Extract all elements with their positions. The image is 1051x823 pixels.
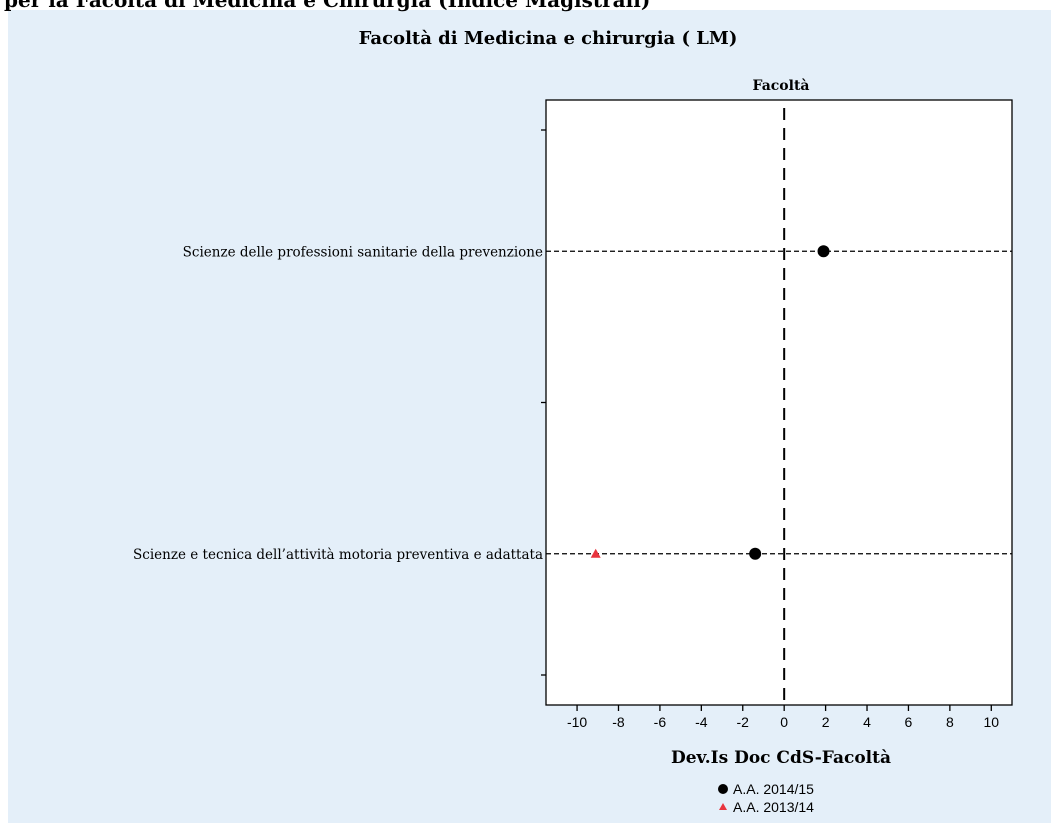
x-tick-label: -10 [567,714,587,730]
chart-title: Facoltà di Medicina e chirurgia ( LM) [359,28,738,49]
grid-layer [546,108,1012,705]
legend-marker-circle [718,784,728,794]
x-tick-label: 2 [822,714,830,730]
x-tick-label: 10 [983,714,999,730]
legend-label: A.A. 2014/15 [733,781,814,797]
page-heading: per la Facoltà di Medicina e Chirurgia (… [4,0,651,12]
category-label: Scienze delle professioni sanitarie dell… [183,244,543,260]
x-tick-label: -4 [695,714,708,730]
category-label: Scienze e tecnica dell’attività motoria … [133,547,543,563]
x-tick-label: 0 [780,714,788,730]
legend-marker-triangle [719,803,727,810]
data-point-triangle [590,548,601,558]
x-tick-label: 8 [946,714,954,730]
x-tick-label: 4 [863,714,871,730]
x-tick-label: -6 [654,714,667,730]
x-tick-label: -8 [612,714,625,730]
x-tick-label: 6 [905,714,913,730]
x-tick-label: -2 [737,714,750,730]
plot-area [545,99,1013,706]
data-point-circle [817,245,830,258]
x-axis-ticks: -10 -8 -6 -4 -2 0 2 4 6 8 10 [541,129,999,730]
legend: A.A. 2014/15 A.A. 2013/14 [718,781,814,815]
legend-label: A.A. 2013/14 [733,799,814,815]
data-points [590,245,830,560]
x-axis-label: Dev.Is Doc CdS-Facoltà [671,748,891,768]
panel-label: Facoltà [753,78,810,94]
data-point-circle [749,547,762,560]
y-axis-categories: Scienze delle professioni sanitarie dell… [133,244,543,563]
